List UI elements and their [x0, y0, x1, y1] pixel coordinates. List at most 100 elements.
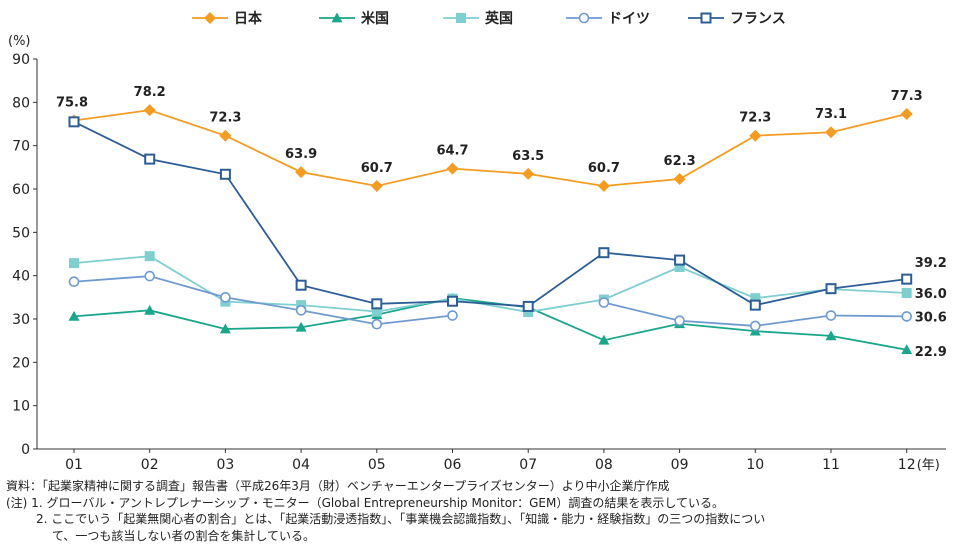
x-tick-label: 07	[519, 457, 537, 473]
series-4-point	[749, 320, 761, 332]
series-1-point	[295, 166, 308, 179]
series-1-point	[143, 104, 156, 117]
x-tick-label: 03	[216, 457, 234, 473]
legend-item: 英国	[443, 8, 513, 28]
series-3-point	[750, 293, 761, 304]
series-3-point	[69, 258, 79, 269]
x-tick-label: 08	[595, 457, 613, 473]
series-1-point	[749, 129, 762, 142]
series-4-point	[901, 311, 913, 322]
data-label: 63.9	[285, 147, 317, 162]
legend-label: 英国	[485, 11, 513, 27]
y-tick-label: 70	[12, 139, 30, 155]
data-label: 73.1	[815, 107, 847, 122]
series-4-line	[73, 275, 453, 326]
series-4-point	[674, 315, 685, 327]
legend-label: 日本	[234, 11, 262, 27]
y-tick-label: 30	[12, 312, 30, 328]
legend-swatch	[192, 12, 228, 24]
series-4-point	[371, 318, 383, 330]
series-2-point	[598, 334, 610, 345]
legend-marker	[578, 12, 590, 24]
series-1-point	[673, 173, 686, 186]
x-tick-label: 05	[368, 457, 386, 473]
legend-marker	[456, 13, 466, 23]
data-label: 36.0	[915, 287, 947, 302]
data-label: 39.2	[915, 256, 947, 271]
series-4-point	[220, 292, 231, 303]
series-2-point	[825, 330, 837, 341]
data-label: 62.3	[664, 154, 696, 169]
data-label: 75.8	[56, 96, 88, 111]
line-chart: (%) 0 10 20 30 40 50 60 70 80 90 01 02 03 04 05 06 07 08 09…	[8, 34, 947, 473]
series-3-point	[901, 288, 912, 298]
legend-label: 米国	[361, 11, 389, 27]
series-1-point	[370, 179, 383, 192]
legend-marker	[331, 12, 343, 23]
series-3-point	[674, 262, 685, 272]
x-axis-unit-label: (年)	[917, 458, 940, 473]
data-label: 60.7	[361, 161, 393, 176]
series-1-line	[73, 109, 907, 187]
series-4-point	[144, 270, 155, 282]
series-5-point	[144, 153, 156, 165]
series-2-point	[144, 304, 156, 315]
series-1-point	[825, 126, 837, 139]
series-5-point	[295, 279, 307, 291]
legend-swatch	[443, 13, 479, 23]
series-5-point	[598, 247, 610, 259]
legend-label: フランス	[730, 11, 786, 27]
note-1: (注) 1. グローバル・アントレプレナーシップ・モニター（Global Ent…	[6, 495, 724, 510]
legend-item: フランス	[688, 8, 786, 28]
y-tick-label: 10	[12, 399, 30, 415]
series-2-point	[219, 323, 231, 334]
series-5-point	[749, 299, 761, 311]
series-2-point	[901, 344, 913, 355]
series-4-point	[825, 310, 837, 321]
x-tick-label: 09	[671, 457, 689, 473]
series-5-point	[68, 116, 80, 128]
series-1-point	[522, 167, 535, 180]
data-label: 77.3	[891, 89, 923, 104]
data-label: 60.7	[588, 161, 620, 176]
y-tick-label: 0	[21, 442, 30, 458]
series-5-point	[522, 300, 534, 312]
series-2-point	[295, 321, 307, 332]
series-3-point	[371, 306, 382, 317]
series-2-line	[73, 297, 907, 351]
y-axis-label: (%)	[8, 34, 31, 49]
series-5-point	[447, 295, 458, 307]
legend-label: ドイツ	[608, 11, 650, 27]
series-5-point	[825, 283, 837, 295]
data-label: 22.9	[915, 345, 947, 360]
series-1-point	[900, 108, 913, 121]
y-tick-label: 80	[12, 95, 30, 111]
x-tick-label: 12	[898, 457, 916, 473]
x-tick-label: 04	[292, 457, 310, 473]
legend-marker	[204, 12, 216, 24]
source-note: 資料：「起業家精神に関する調査」報告書（平成26年3月（財）ベンチャーエンタープ…	[6, 479, 670, 493]
data-label: 30.6	[915, 310, 947, 325]
series-5-point	[674, 254, 686, 266]
y-tick-label: 50	[12, 225, 30, 241]
series-1-point	[219, 129, 232, 142]
legend-swatch	[566, 12, 602, 24]
series-2-point	[68, 310, 80, 321]
legend-item: 日本	[192, 8, 262, 28]
x-tick-label: 10	[746, 457, 764, 473]
series-1-point	[446, 162, 459, 175]
series-4-point	[68, 276, 80, 288]
series-4-point	[598, 297, 610, 308]
series-5-line	[73, 121, 907, 308]
x-tick-label: 06	[444, 457, 462, 473]
y-tick-label: 40	[12, 269, 30, 285]
y-tick-label: 90	[12, 52, 30, 68]
legend-item: ドイツ	[566, 8, 650, 28]
data-label: 72.3	[739, 111, 771, 126]
series-3-point	[523, 307, 534, 318]
data-label: 72.3	[209, 111, 241, 126]
note-2: 2. ここでいう「起業無関心者の割合」とは、「起業活動浸透指数」、「事業機会認識…	[36, 512, 766, 526]
series-4-point	[295, 305, 307, 316]
y-tick-label: 20	[12, 355, 30, 371]
series-5-point	[371, 298, 383, 310]
